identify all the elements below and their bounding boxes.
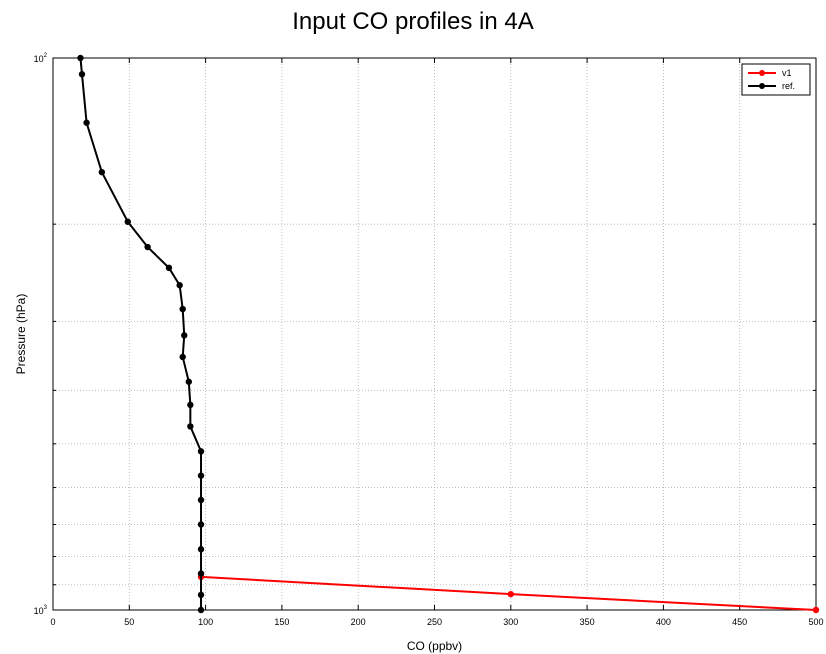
data-point [197, 546, 205, 553]
x-tick-label: 0 [50, 617, 55, 627]
legend-marker [759, 70, 765, 76]
x-axis-label: CO (ppbv) [407, 639, 462, 653]
grid-layer [53, 58, 816, 610]
data-point [78, 71, 86, 78]
data-point [197, 606, 205, 614]
legend-marker [759, 83, 765, 89]
data-point [507, 590, 514, 598]
data-point [187, 401, 194, 409]
legend-label: ref. [782, 81, 795, 91]
y-axis-label: Pressure (hPa) [14, 294, 28, 375]
data-point [197, 521, 205, 528]
y-tick-label: 102 [34, 53, 48, 64]
series-ref [77, 54, 205, 614]
data-point [197, 496, 205, 504]
chart-title: Input CO profiles in 4A [292, 8, 534, 35]
x-tick-label: 250 [427, 617, 442, 627]
data-point [165, 264, 173, 272]
data-point [812, 606, 820, 614]
data-point [179, 305, 186, 313]
x-tick-label: 50 [124, 617, 134, 627]
data-point [124, 218, 131, 225]
data-point [176, 282, 183, 289]
data-point [197, 591, 205, 599]
x-tick-label: 400 [656, 617, 671, 627]
y-tick-label: 103 [34, 605, 48, 616]
data-point [181, 332, 188, 339]
x-tick-label: 500 [808, 617, 823, 627]
series-v1 [197, 573, 820, 614]
data-point [187, 423, 194, 430]
data-point [179, 353, 186, 361]
legend: v1 ref. [741, 63, 811, 96]
legend-label: v1 [782, 68, 792, 78]
x-tick-label: 100 [198, 617, 213, 627]
series-layer [77, 54, 820, 614]
x-tick-label: 300 [503, 617, 518, 627]
data-point [185, 378, 193, 385]
data-point [197, 472, 205, 479]
data-point [197, 570, 205, 577]
data-point [83, 119, 90, 126]
data-point [98, 168, 106, 176]
data-point [77, 54, 84, 62]
data-point [197, 448, 205, 455]
series-line [79, 57, 203, 610]
ticks-layer: 0 50 100 150 200 250 300 350 400 450 500 102 103 [34, 53, 824, 627]
data-point [144, 243, 151, 251]
legend-box [741, 63, 811, 96]
x-tick-label: 450 [732, 617, 747, 627]
x-tick-label: 150 [274, 617, 289, 627]
x-tick-label: 200 [351, 617, 366, 627]
x-tick-label: 350 [580, 617, 595, 627]
